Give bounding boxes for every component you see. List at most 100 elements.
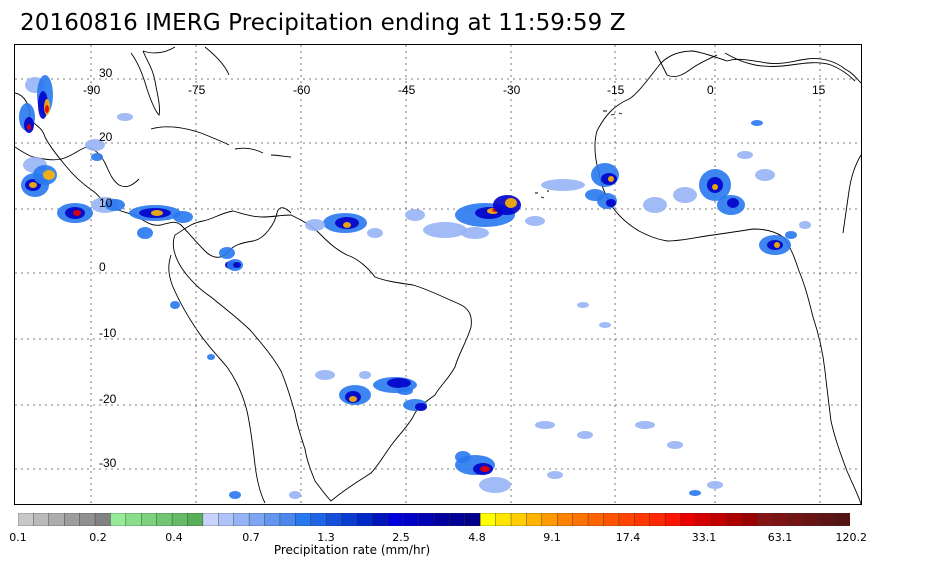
colorbar-swatch	[402, 513, 420, 526]
coastline-cape-verde	[535, 190, 549, 199]
coastline-pacific-sa	[168, 254, 266, 504]
precip-cell	[547, 471, 563, 479]
precipitation-field	[19, 75, 811, 499]
precip-cell	[505, 198, 517, 208]
colorbar-swatch	[418, 513, 435, 526]
colorbar-swatch	[64, 513, 81, 526]
longitude-label: -75	[188, 83, 206, 97]
coastline-mediterranean	[724, 52, 856, 82]
colorbar-swatch	[264, 513, 281, 526]
precip-cell	[117, 113, 133, 121]
precip-cell	[643, 197, 667, 213]
colorbar-swatch	[480, 513, 497, 526]
longitude-label: -45	[398, 83, 416, 97]
colorbar-swatch	[449, 513, 466, 526]
colorbar-swatch	[279, 513, 296, 526]
precip-cell	[367, 228, 383, 238]
latitude-label: 0	[99, 260, 106, 274]
coastlines	[15, 46, 861, 504]
colorbar-swatch	[603, 513, 620, 526]
colorbar-swatch	[587, 513, 604, 526]
colorbar-swatch	[741, 513, 759, 526]
colorbar-title: Precipitation rate (mm/hr)	[273, 543, 431, 557]
colorbar-swatch	[618, 513, 635, 526]
precip-cell	[105, 199, 125, 211]
colorbar-swatch	[325, 513, 343, 526]
coastline-cuba	[150, 126, 230, 146]
colorbar-tick-label: 17.4	[615, 531, 641, 544]
precip-cell	[707, 481, 723, 489]
precip-cell	[608, 176, 614, 182]
precip-cell	[727, 198, 739, 208]
colorbar-swatch	[156, 513, 173, 526]
colorbar-swatch	[572, 513, 589, 526]
precip-cell	[785, 231, 797, 239]
colorbar-swatch	[818, 513, 836, 526]
precip-cell	[737, 151, 753, 159]
colorbar-swatch	[541, 513, 558, 526]
precip-cell	[415, 403, 427, 411]
precip-cell	[343, 222, 351, 228]
precipitation-map: -90 -75 -60 -45 -30 -15 0 15 30 20 10 0 -10 -20 -30	[14, 44, 862, 505]
precip-cell	[606, 199, 616, 207]
colorbar-swatch	[171, 513, 188, 526]
precip-cell	[479, 477, 511, 493]
colorbar-swatch	[557, 513, 574, 526]
colorbar-tick-label: 0.7	[242, 531, 260, 544]
colorbar-swatch	[48, 513, 65, 526]
precip-cell	[577, 431, 593, 439]
precip-cell	[359, 371, 371, 379]
graticule	[15, 45, 861, 504]
colorbar-swatch	[649, 513, 666, 526]
latitude-label: -10	[99, 326, 117, 340]
colorbar-swatch	[664, 513, 682, 526]
longitude-label: -15	[607, 83, 625, 97]
colorbar-swatch	[711, 513, 728, 526]
colorbar-swatch	[526, 513, 543, 526]
map-canvas: -90 -75 -60 -45 -30 -15 0 15 30 20 10 0 -10 -20 -30	[15, 45, 861, 504]
precip-cell	[233, 262, 241, 268]
precip-cell	[85, 139, 105, 151]
precip-cell	[73, 210, 81, 216]
colorbar-swatch	[803, 513, 820, 526]
colorbar-tick-label: 33.1	[691, 531, 717, 544]
colorbar-swatch	[125, 513, 142, 526]
precip-cell	[289, 491, 301, 499]
colorbar-swatch	[233, 513, 250, 526]
coastline-hispaniola	[234, 147, 292, 158]
colorbar-swatch	[634, 513, 651, 526]
longitude-label: -90	[83, 83, 101, 97]
colorbar-swatch	[310, 513, 327, 526]
colorbar-tick-label: 9.1	[543, 531, 561, 544]
colorbar-tick-label: 63.1	[767, 531, 793, 544]
precip-cell	[774, 242, 780, 248]
colorbar-tick-label: 0.1	[9, 531, 27, 544]
colorbar-swatch	[218, 513, 235, 526]
latitude-labels: 30 20 10 0 -10 -20 -30	[99, 66, 117, 470]
longitude-label: 0	[707, 83, 714, 97]
coastline-iberia	[654, 50, 718, 78]
precip-cell	[229, 491, 241, 499]
precip-cell	[29, 182, 37, 188]
precip-cell	[577, 302, 589, 308]
precip-cell	[387, 378, 411, 388]
precip-cell	[751, 120, 763, 126]
precip-cell	[170, 301, 180, 309]
colorbar-swatch	[757, 513, 774, 526]
colorbar-swatch	[788, 513, 805, 526]
precip-cell	[673, 187, 697, 203]
colorbar-swatch	[495, 513, 512, 526]
precip-cell	[305, 219, 325, 231]
colorbar-tick-label: 0.4	[165, 531, 183, 544]
colorbar-swatch	[248, 513, 266, 526]
coastline-africa	[594, 50, 861, 504]
precip-cell	[541, 179, 585, 191]
colorbar-swatch	[18, 513, 34, 526]
precip-cell	[525, 216, 545, 226]
precip-cell	[535, 421, 555, 429]
precip-cell	[667, 441, 683, 449]
precip-cell	[349, 396, 357, 402]
latitude-label: 30	[99, 66, 113, 80]
colorbar-tick-label: 4.8	[468, 531, 486, 544]
latitude-label: 10	[99, 196, 113, 210]
